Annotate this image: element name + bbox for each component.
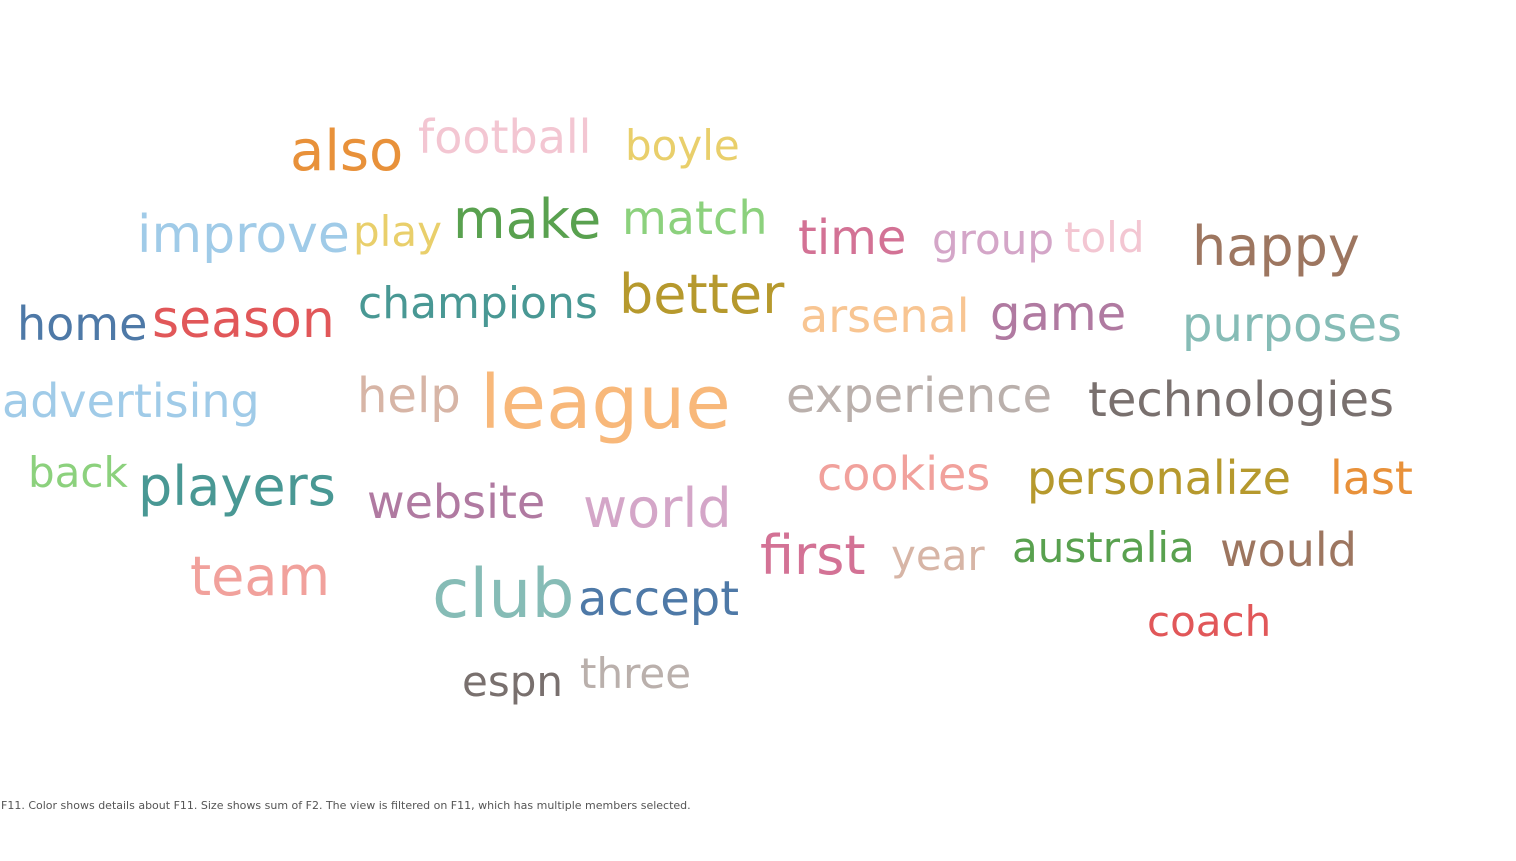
word-back: back bbox=[28, 448, 128, 497]
word-coach: coach bbox=[1147, 597, 1271, 646]
word-also: also bbox=[290, 119, 403, 184]
word-website: website bbox=[367, 475, 545, 529]
word-told: told bbox=[1064, 213, 1145, 262]
word-purposes: purposes bbox=[1182, 297, 1402, 353]
word-boyle: boyle bbox=[625, 121, 740, 170]
word-time: time bbox=[798, 210, 906, 266]
word-group: group bbox=[932, 215, 1054, 264]
word-game: game bbox=[990, 286, 1126, 342]
word-espn: espn bbox=[462, 657, 563, 706]
word-cookies: cookies bbox=[817, 447, 990, 501]
word-personalize: personalize bbox=[1027, 451, 1291, 505]
word-accept: accept bbox=[578, 571, 739, 627]
word-three: three bbox=[580, 649, 691, 698]
word-world: world bbox=[583, 477, 732, 540]
word-match: match bbox=[622, 191, 767, 245]
word-technologies: technologies bbox=[1088, 372, 1394, 428]
word-play: play bbox=[353, 207, 442, 256]
word-players: players bbox=[138, 455, 336, 518]
word-last: last bbox=[1330, 451, 1413, 505]
word-team: team bbox=[190, 545, 330, 608]
word-advertising: advertising bbox=[2, 374, 260, 428]
chart-caption: F11. Color shows details about F11. Size… bbox=[1, 799, 691, 812]
word-improve: improve bbox=[137, 205, 350, 265]
word-happy: happy bbox=[1192, 215, 1360, 278]
word-season: season bbox=[152, 290, 335, 350]
word-arsenal: arsenal bbox=[800, 289, 970, 343]
word-australia: australia bbox=[1012, 523, 1195, 572]
word-year: year bbox=[891, 531, 985, 580]
word-league: league bbox=[480, 360, 731, 446]
word-help: help bbox=[357, 368, 461, 424]
word-make: make bbox=[453, 188, 601, 251]
word-champions: champions bbox=[358, 278, 598, 329]
word-first: first bbox=[760, 524, 866, 587]
word-experience: experience bbox=[786, 368, 1052, 424]
word-home: home bbox=[17, 297, 147, 351]
word-club: club bbox=[432, 555, 575, 634]
word-would: would bbox=[1220, 523, 1357, 577]
word-football: football bbox=[418, 110, 591, 164]
word-better: better bbox=[619, 263, 785, 326]
